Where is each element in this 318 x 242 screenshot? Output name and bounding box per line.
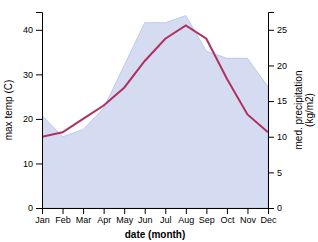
- y2-axis-title-line: med. precipitation: [293, 71, 304, 150]
- tick-mark: [268, 208, 274, 209]
- y-axis-title: max temp (C): [3, 80, 14, 141]
- area: [42, 16, 268, 208]
- y2-axis-title-line: (kg/m2): [304, 93, 315, 127]
- tick: 40: [23, 25, 42, 35]
- tick: 20: [268, 61, 287, 71]
- tick-label: Sep: [199, 215, 215, 225]
- tick-label: Oct: [220, 215, 235, 225]
- tick-mark: [268, 30, 274, 31]
- tick-mark: [63, 208, 64, 214]
- tick: 10: [23, 159, 42, 169]
- tick-label: 40: [23, 25, 33, 35]
- tick: 0: [268, 203, 282, 213]
- tick: 0: [28, 203, 42, 213]
- tick-label: Aug: [178, 215, 194, 225]
- tick-label: 25: [277, 25, 287, 35]
- y2-axis-title: med. precipitation(kg/m2): [293, 71, 315, 150]
- tick: Jun: [138, 208, 153, 225]
- tick-mark: [83, 208, 84, 214]
- tick-label: 15: [277, 96, 287, 106]
- tick-mark: [36, 74, 42, 75]
- tick-label: 5: [277, 168, 282, 178]
- line: [42, 25, 268, 136]
- tick: Sep: [199, 208, 215, 225]
- plot-area: JanFebMarAprMayJunJulAugSepOctNovDec0102…: [3, 13, 315, 241]
- tick-mark: [36, 30, 42, 31]
- tick: Oct: [220, 208, 235, 225]
- tick-mark: [268, 172, 274, 173]
- y-axis: 0 10 20 30 40: [23, 13, 43, 214]
- tick-label: 30: [23, 70, 33, 80]
- tick: May: [116, 208, 134, 225]
- tick-label: Jul: [160, 215, 172, 225]
- tick: 10: [268, 132, 287, 142]
- tick: Apr: [97, 208, 111, 225]
- tick-mark: [227, 208, 228, 214]
- tick-mark: [36, 163, 42, 164]
- tick: Aug: [178, 208, 194, 225]
- tick: Dec: [260, 208, 277, 225]
- tick-label: Dec: [260, 215, 277, 225]
- tick: Feb: [55, 208, 71, 225]
- tick-mark: [186, 208, 187, 214]
- tick-mark: [247, 208, 248, 214]
- tick-mark: [206, 208, 207, 214]
- y2-axis: 0 5 10 15 20 25: [268, 13, 287, 214]
- tick: Jul: [160, 208, 172, 225]
- tick-label: Mar: [76, 215, 92, 225]
- tick: 5: [268, 168, 282, 178]
- tick-mark: [36, 119, 42, 120]
- axis-line: [269, 13, 275, 209]
- tick-label: Nov: [240, 215, 257, 225]
- x-axis: Jan Feb Mar Apr May Jun Jul Aug Sep Oct NovDec: [35, 208, 277, 225]
- tick: 25: [268, 25, 287, 35]
- axis-line: [43, 209, 269, 215]
- tick-label: 0: [28, 203, 33, 213]
- tick-mark: [36, 208, 42, 209]
- axis-line: [36, 13, 43, 209]
- chart: JanFebMarAprMayJunJulAugSepOctNovDec0102…: [0, 0, 318, 242]
- x-axis-title: date (month): [125, 229, 186, 240]
- tick: 15: [268, 96, 287, 106]
- tick-label: Jan: [35, 215, 50, 225]
- tick-label: 20: [277, 61, 287, 71]
- tick-label: Jun: [138, 215, 153, 225]
- tick-label: May: [116, 215, 134, 225]
- tick-mark: [145, 208, 146, 214]
- tick: Jan: [35, 208, 50, 225]
- tick-label: 0: [277, 203, 282, 213]
- tick-label: Feb: [55, 215, 71, 225]
- tick-mark: [165, 208, 166, 214]
- tick-mark: [268, 137, 274, 138]
- tick-label: 10: [23, 159, 33, 169]
- marks: [42, 16, 268, 208]
- tick-label: 10: [277, 132, 287, 142]
- tick-mark: [104, 208, 105, 214]
- tick: 20: [23, 114, 42, 124]
- tick: Nov: [240, 208, 257, 225]
- tick-mark: [124, 208, 125, 214]
- tick-mark: [268, 101, 274, 102]
- tick: Mar: [76, 208, 92, 225]
- tick-label: 20: [23, 114, 33, 124]
- tick-label: Apr: [97, 215, 111, 225]
- tick: 30: [23, 70, 42, 80]
- tick-mark: [268, 65, 274, 66]
